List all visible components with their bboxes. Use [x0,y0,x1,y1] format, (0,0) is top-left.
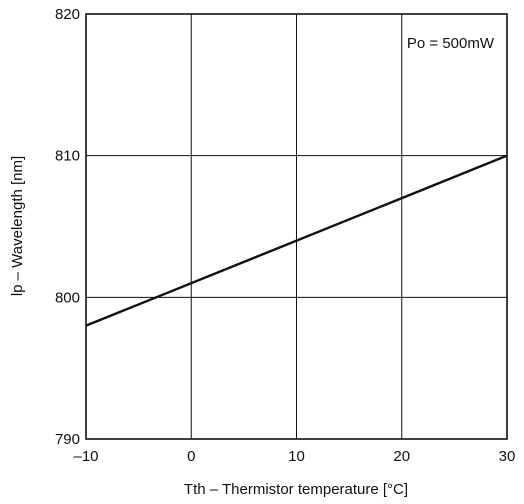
x-tick-labels: –10 0 10 20 30 [73,448,515,465]
x-tick-label: 0 [187,448,195,465]
plot-frame [85,13,508,440]
x-tick-label: 10 [288,448,305,465]
y-tick-label: 800 [55,289,80,306]
y-axis-title: lp – Wavelength [nm] [9,156,26,296]
grid-lines [86,14,507,439]
series-line [85,154,508,327]
y-tick-label: 790 [55,431,80,448]
x-tick-label: 20 [393,448,410,465]
y-tick-label: 810 [55,148,80,165]
series-group [85,154,508,327]
y-tick-label: 820 [55,6,80,23]
y-tick-labels: 790 800 810 820 [55,6,80,448]
x-tick-label: –10 [73,448,98,465]
x-axis-title: Tth – Thermistor temperature [°C] [184,481,408,498]
power-annotation: Po = 500mW [407,35,495,52]
x-tick-label: 30 [499,448,516,465]
